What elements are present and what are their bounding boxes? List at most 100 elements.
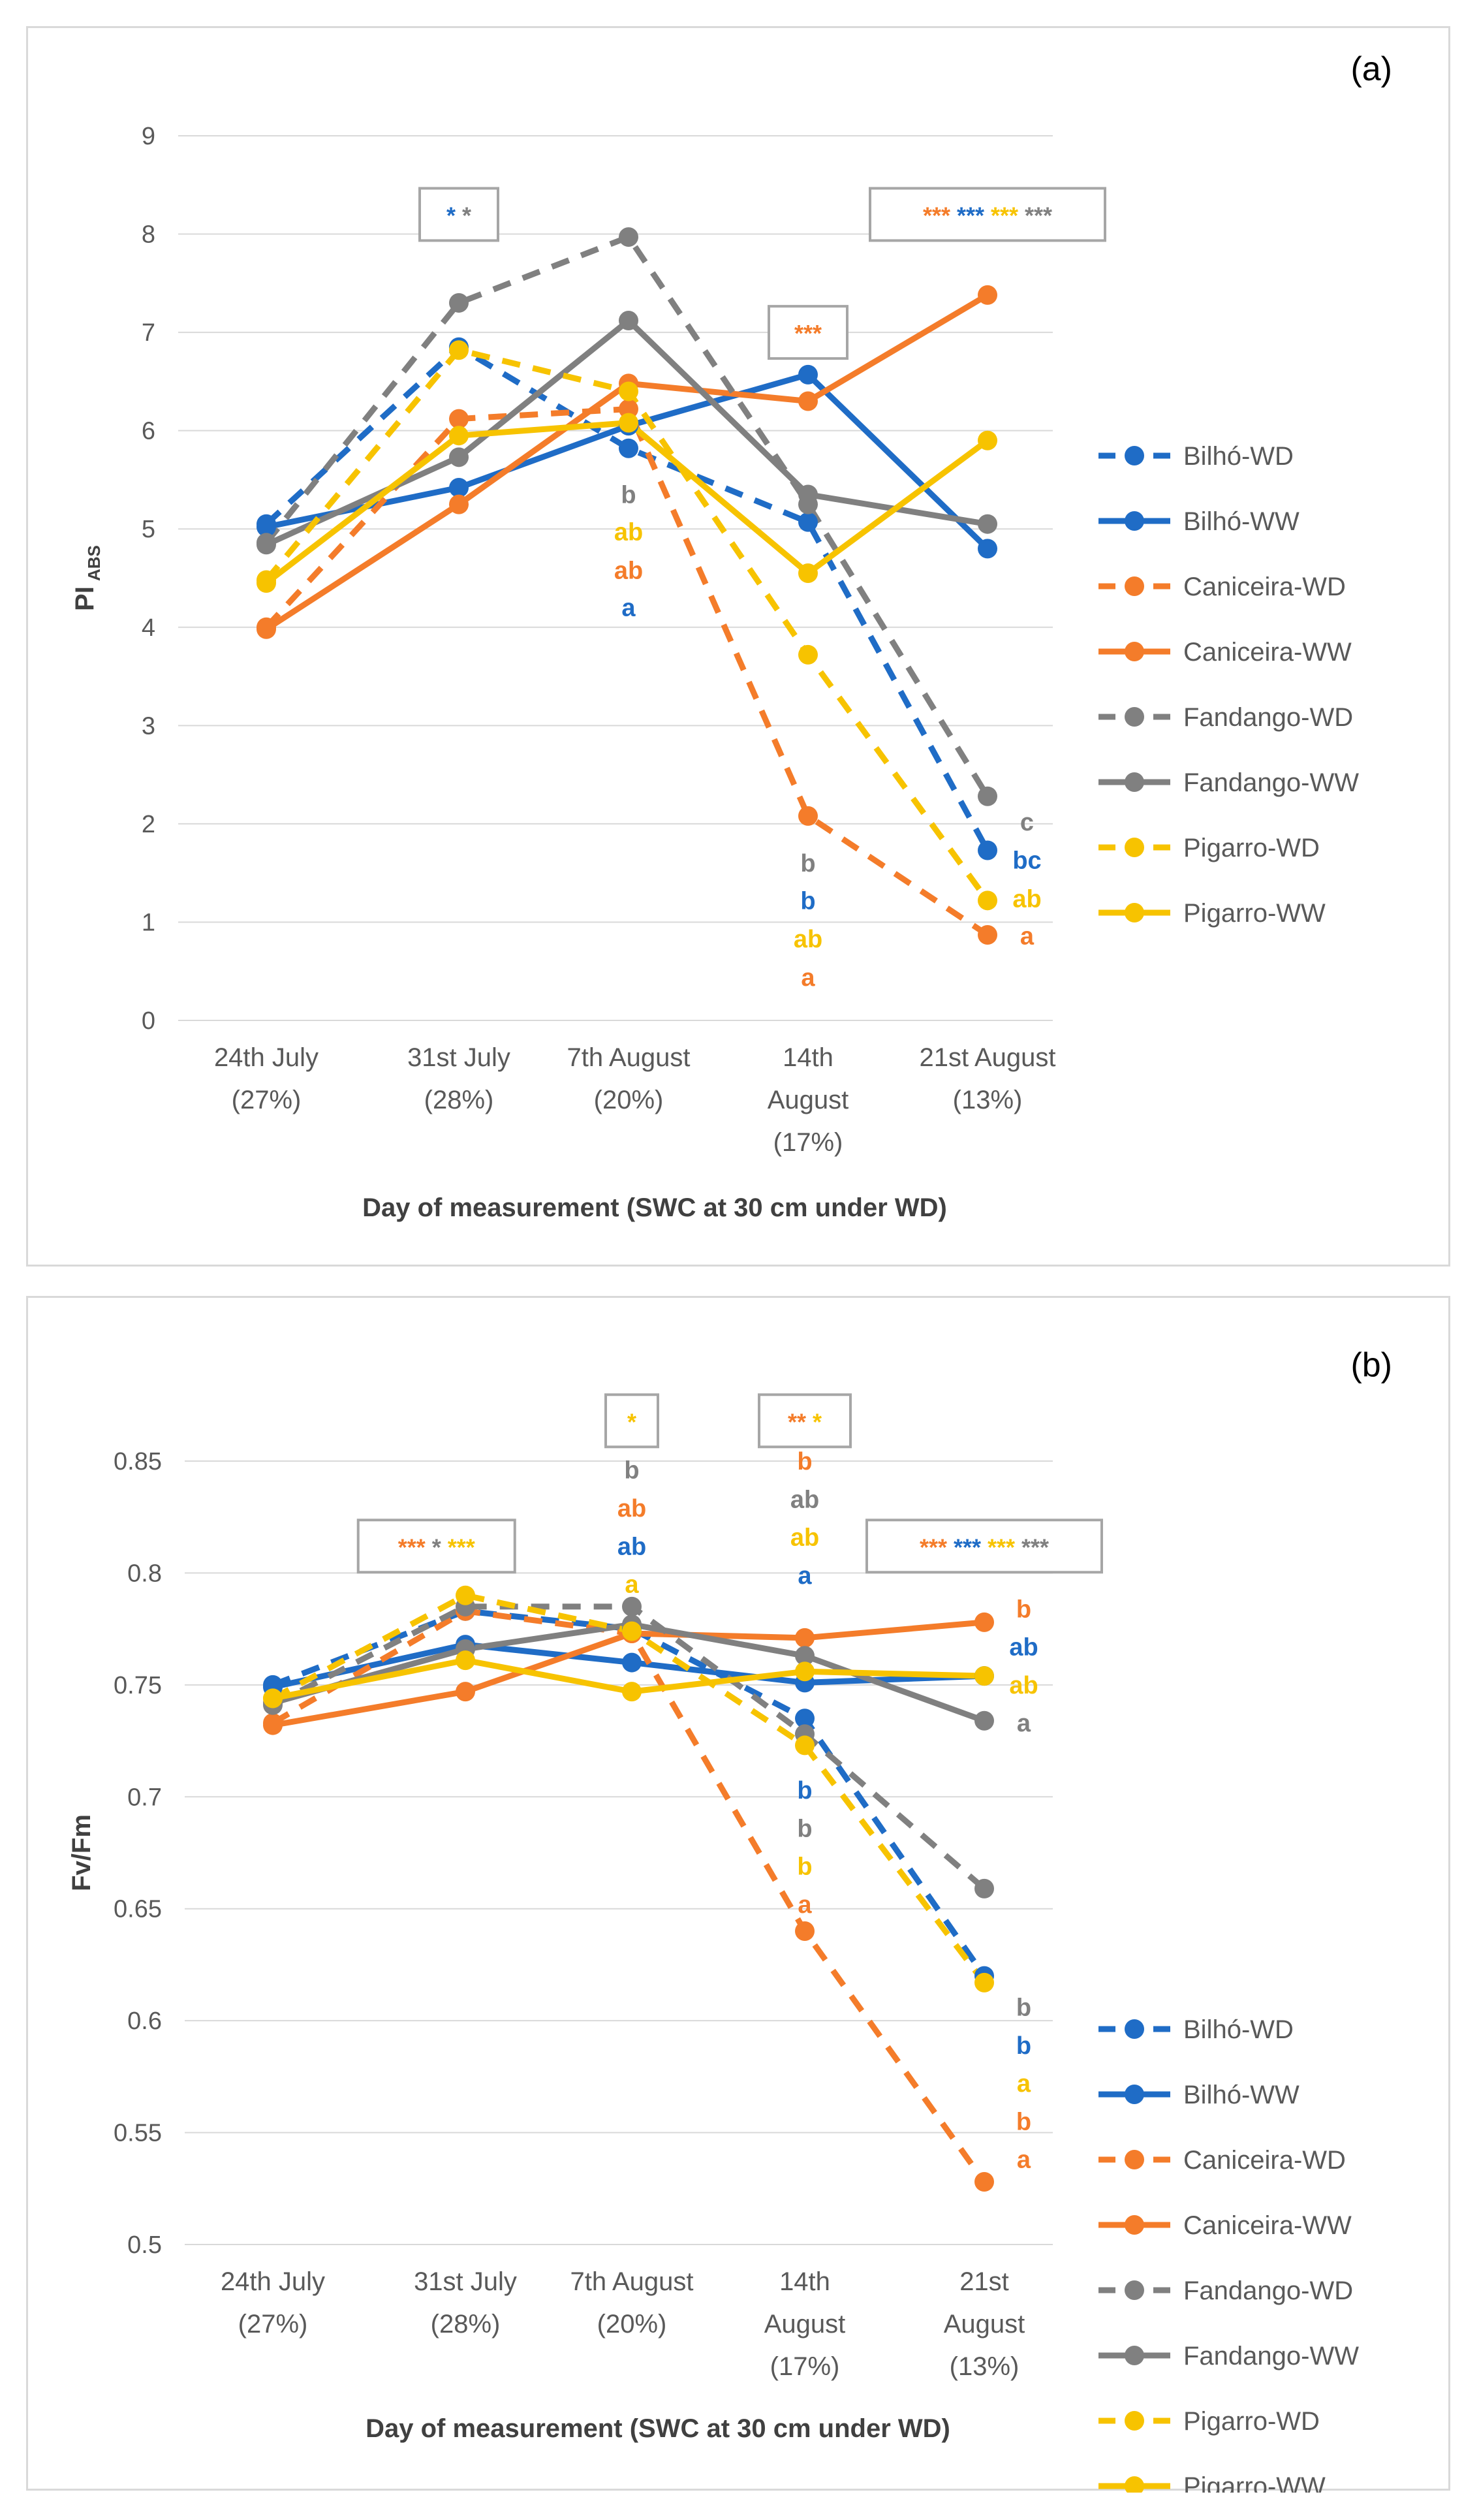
chart-a-significance-box (768, 305, 848, 360)
chart-a-significance-mark: *** (923, 202, 950, 228)
chart-b-significance-mark: *** (398, 1534, 426, 1560)
chart-a-point-fandango-ww (978, 514, 997, 534)
chart-a-point-caniceira-ww (449, 494, 469, 514)
chart-b-xlabel: Day of measurement (SWC at 30 cm under W… (366, 2414, 950, 2443)
chart-a-point-bilhó-wd (619, 438, 638, 458)
chart-b-xtick-label: August (944, 2310, 1025, 2339)
chart-b-point-fandango-wd (974, 1878, 994, 1898)
chart-a-significance-mark: *** (950, 202, 984, 228)
chart-b-xtick-label: August (764, 2310, 846, 2339)
chart-b-ylabel: Fv/Fm (67, 1814, 96, 1891)
chart-b-letter-annotation: b (1016, 1596, 1031, 1623)
chart-a-point-bilhó-wd (798, 512, 818, 532)
chart-b-letter-annotation: a (1017, 2147, 1031, 2174)
chart-a-letter-annotation: ab (794, 926, 822, 953)
chart-b-point-pigarro-ww (263, 1688, 283, 1709)
chart-a-legend-swatch-marker (1125, 903, 1144, 922)
chart-a-series-line-bilhó-wd (264, 344, 990, 852)
chart-a-xtick-label: (20%) (594, 1086, 664, 1114)
chart-b-letter-annotation: b (1016, 2108, 1031, 2135)
chart-b-panel-label: (b) (1350, 1346, 1392, 1384)
chart-b-letter-annotation: a (1017, 2070, 1031, 2098)
chart-a-point-fandango-wd (449, 292, 469, 313)
chart-b-significance-mark: *** (441, 1534, 475, 1560)
chart-b-significance-mark: *** (947, 1534, 981, 1560)
chart-a-point-bilhó-ww (257, 517, 276, 537)
chart-a-point-fandango-ww (257, 535, 276, 555)
chart-b-point-pigarro-ww (456, 1650, 475, 1671)
chart-b-ylabel-main: Fv/Fm (67, 1814, 96, 1891)
chart-a-point-bilhó-ww (449, 477, 469, 497)
chart-b-significance-text: * (627, 1408, 636, 1435)
chart-a-letter-annotation: ab (614, 557, 643, 584)
chart-a-legend-swatch-marker (1125, 642, 1144, 661)
chart-b-legend-label: Fandango-WD (1183, 2276, 1353, 2305)
chart-b-letter-annotation: a (625, 1571, 639, 1599)
chart-a-ytick-label: 8 (142, 221, 155, 249)
chart-a-letter-annotation: a (621, 595, 636, 622)
chart-a-significance-mark: *** (794, 320, 822, 347)
chart-b-series-line-fandango-wd (271, 1603, 986, 1891)
chart-a-xtick-label: 14th (783, 1043, 833, 1072)
chart-a-xtick-label: 7th August (567, 1043, 690, 1072)
chart-b-ytick-label: 0.85 (114, 1448, 162, 1475)
chart-a-ytick-label: 1 (142, 909, 155, 936)
chart-a-point-caniceira-ww (978, 285, 997, 305)
chart-a-ytick-label: 0 (142, 1007, 155, 1035)
chart-a-significance-text: *** (794, 320, 822, 347)
chart-b-ytick-label: 0.6 (127, 2008, 162, 2035)
chart-b-letter-annotation: b (797, 1815, 812, 1842)
chart-a-ylabel-main: PI (70, 586, 99, 611)
chart-b-letter-annotation: a (798, 1562, 812, 1590)
chart-b-legend-swatch-marker (1125, 2411, 1144, 2431)
chart-b-point-fandango-ww (974, 1710, 994, 1731)
chart-b-significance-mark: ** (788, 1408, 806, 1435)
chart-b-svg: 0.5 0.55 0.6 0.65 0.7 0.75 0.8 0.85 (b) Fv/Fm 24th… (67, 1346, 1392, 2493)
chart-b-significance-mark: *** (981, 1534, 1015, 1560)
chart-b-point-pigarro-ww (974, 1666, 994, 1686)
chart-b-letter-annotation: b (797, 1777, 812, 1804)
chart-b-letter-annotation: b (797, 1448, 812, 1475)
chart-a-xtick-label: (28%) (424, 1086, 494, 1114)
chart-a-xtick-label: (17%) (773, 1128, 843, 1157)
chart-b-significance-box (758, 1393, 852, 1449)
chart-b-ytick-label: 0.75 (114, 1672, 162, 1699)
chart-b-point-pigarro-wd (795, 1735, 815, 1756)
chart-a-xtick-label: (27%) (232, 1086, 302, 1114)
chart-b-point-fandango-wd (622, 1596, 642, 1616)
chart-b-xtick-label: 31st July (414, 2267, 517, 2296)
chart-b-xtick-label: 7th August (570, 2267, 693, 2296)
chart-b-point-bilhó-ww (622, 1652, 642, 1673)
chart-b-legend-label: Caniceira-WW (1183, 2211, 1352, 2240)
chart-b-xtick-label: 14th (779, 2267, 830, 2296)
chart-b-significance-mark: *** (1015, 1534, 1049, 1560)
chart-b-legend-label: Bilhó-WW (1183, 2081, 1300, 2109)
chart-a-point-pigarro-ww (978, 430, 997, 450)
chart-b-ytick-label: 0.5 (127, 2231, 162, 2259)
chart-a-legend-swatch-marker (1125, 446, 1144, 465)
chart-a-letter-annotation: bc (1012, 847, 1041, 875)
chart-a-point-fandango-ww (798, 484, 818, 505)
chart-b-point-bilhó-wd (795, 1709, 815, 1729)
chart-b-ytick-label: 0.55 (114, 2120, 162, 2147)
chart-a-legend-swatch-marker (1125, 772, 1144, 792)
chart-b-xtick-label: (27%) (238, 2310, 308, 2339)
chart-b-ytick-label: 0.65 (114, 1896, 162, 1923)
chart-b-letter-annotation: b (1016, 2032, 1031, 2060)
chart-panel-b: 0.5 0.55 0.6 0.65 0.7 0.75 0.8 0.85 (b) Fv/Fm 24th… (26, 1296, 1450, 2493)
chart-b-legend-swatch-marker (1125, 2346, 1144, 2365)
chart-b-letter-annotation: b (1016, 1994, 1031, 2022)
chart-b-legend-swatch-marker (1125, 2150, 1144, 2169)
chart-a-legend-label: Bilhó-WW (1183, 507, 1300, 536)
chart-a-point-fandango-wd (619, 227, 638, 247)
chart-a-significance-box (418, 187, 499, 242)
chart-a-letter-annotation: c (1020, 809, 1034, 836)
chart-a-letter-annotation: b (800, 850, 815, 877)
chart-a-significance-mark: * (456, 202, 471, 228)
chart-b-letter-annotation: ab (790, 1524, 819, 1552)
chart-a-ylabel-sub: ABS (84, 545, 104, 581)
chart-b-point-caniceira-ww (263, 1715, 283, 1735)
chart-b-letter-annotation: ab (1009, 1634, 1038, 1662)
chart-a-point-caniceira-ww (257, 619, 276, 639)
chart-b-xtick-label: (17%) (770, 2352, 840, 2381)
